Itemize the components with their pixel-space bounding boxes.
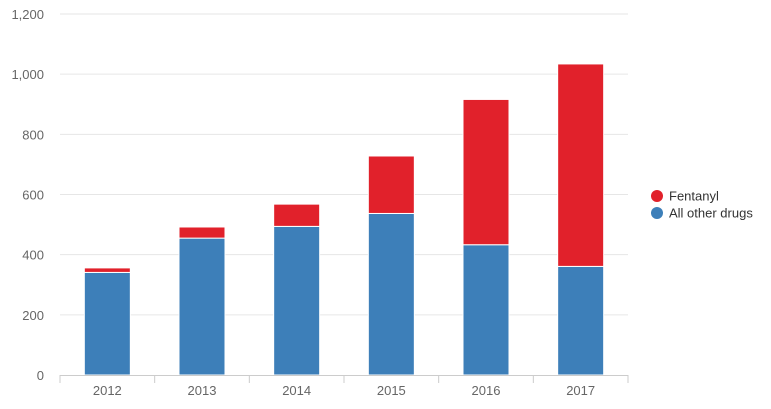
- y-tick-label: 400: [22, 248, 44, 263]
- gridlines: [60, 13, 628, 316]
- bar-segment: [462, 244, 510, 376]
- y-tick-label: 1,000: [11, 67, 44, 82]
- x-tick-label: 2017: [566, 383, 595, 398]
- bar-segment: [557, 63, 605, 267]
- y-tick-label: 800: [22, 127, 44, 142]
- x-tick-label: 2013: [188, 383, 217, 398]
- bar-segment: [83, 267, 131, 273]
- legend-label: All other drugs: [669, 206, 753, 221]
- bar-segment: [178, 226, 226, 239]
- x-axis-tick-labels: 2012 2013 2014 2015 2016 2017: [93, 383, 595, 398]
- y-tick-label: 1,200: [11, 7, 44, 22]
- legend-label: Fentanyl: [669, 189, 719, 204]
- bar-segment: [367, 155, 415, 214]
- bars: [83, 63, 605, 376]
- x-tick-label: 2014: [282, 383, 311, 398]
- bar-segment: [178, 237, 226, 376]
- x-tick-label: 2012: [93, 383, 122, 398]
- bar-segment: [367, 212, 415, 376]
- bar-segment: [273, 203, 321, 227]
- x-tick-label: 2016: [472, 383, 501, 398]
- bar-segment: [462, 98, 510, 246]
- bar-segment: [83, 271, 131, 376]
- legend: Fentanyl All other drugs: [651, 189, 753, 221]
- x-axis: [59, 375, 629, 383]
- legend-swatch: [651, 207, 663, 219]
- y-tick-label: 0: [37, 368, 44, 383]
- y-axis-tick-labels: 0 200 400 600 800 1,000 1,200: [11, 7, 44, 383]
- y-tick-label: 200: [22, 308, 44, 323]
- y-tick-label: 600: [22, 188, 44, 203]
- legend-swatch: [651, 190, 663, 202]
- bar-segment: [557, 265, 605, 376]
- x-tick-label: 2015: [377, 383, 406, 398]
- bar-segment: [273, 225, 321, 376]
